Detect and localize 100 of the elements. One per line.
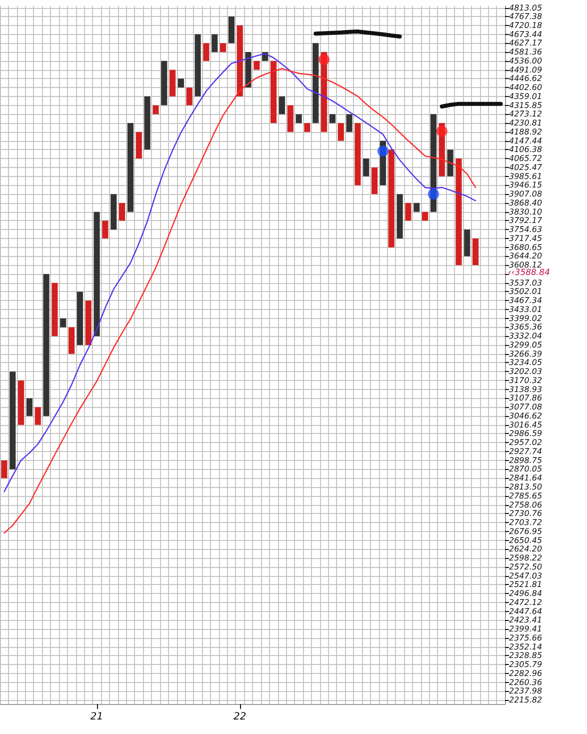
bar (110, 194, 117, 230)
y-tick-label: 3680.65 (509, 242, 542, 252)
y-tick-label: 3170.32 (509, 376, 542, 385)
y-tick-label: 3502.01 (509, 287, 542, 296)
y-tick-label: 2237.98 (509, 686, 542, 696)
x-tick-label: 22 (234, 712, 246, 722)
y-tick-label: 2650.45 (509, 536, 542, 545)
y-tick-label: 2215.82 (509, 696, 542, 705)
bar (136, 132, 142, 159)
y-tick-label: 2927.74 (509, 446, 542, 456)
y-tick-label: 4536.00 (509, 56, 542, 66)
x-tick-label: 21 (90, 712, 104, 722)
point (436, 126, 448, 137)
y-tick-label: 3868.40 (509, 198, 542, 208)
bar (52, 282, 58, 336)
y-tick-label: 2957.02 (509, 438, 542, 448)
y-tick-label: 3202.03 (509, 367, 542, 376)
y-tick-label: 2703.72 (509, 518, 542, 528)
y-tick-label: 2328.85 (509, 651, 542, 660)
bar (456, 158, 462, 266)
bar (270, 60, 277, 124)
y-tick-label: 4720.18 (509, 20, 542, 30)
y-tick-label: 2813.50 (509, 482, 542, 492)
y-tick-label: 3234.05 (509, 358, 542, 368)
bar (68, 327, 75, 354)
bar (18, 380, 24, 425)
y-tick-label: 3537.03 (509, 278, 542, 288)
y-tick-label: 2472.12 (509, 598, 542, 607)
y-tick-label: 3644.20 (509, 252, 542, 261)
bar (236, 25, 243, 96)
bar (178, 78, 184, 88)
y-tick-label: 2521.81 (509, 580, 542, 590)
point (428, 188, 439, 200)
bar (186, 88, 192, 106)
bar (127, 123, 134, 212)
bar (414, 202, 420, 212)
y-tick-label: 3830.10 (509, 207, 542, 216)
bar (43, 274, 50, 416)
bar (60, 318, 66, 328)
y-tick-label: 4230.81 (509, 118, 542, 128)
bar (396, 194, 403, 238)
y-tick-label: 2870.05 (509, 464, 542, 474)
bar (372, 167, 378, 194)
y-tick-label: 3433.01 (509, 304, 542, 314)
y-tick-label: 4315.85 (509, 100, 542, 110)
bar (296, 114, 302, 124)
y-tick-label: 3946.15 (509, 180, 542, 190)
bar (194, 34, 201, 96)
bar (119, 202, 126, 221)
bar (464, 230, 470, 256)
bar (102, 220, 108, 238)
point (377, 146, 388, 157)
y-tick-label: 3332.04 (509, 332, 542, 341)
bar (405, 202, 412, 221)
y-tick-label: 2375.66 (509, 633, 542, 642)
bar (363, 158, 370, 176)
y-tick-label: 2841.64 (509, 474, 542, 483)
bar (220, 43, 226, 52)
bar (1, 460, 8, 478)
text: ‹‹3588.84 (508, 268, 550, 278)
y-tick-label: 4188.92 (509, 127, 542, 136)
y-tick-label: 3077.08 (509, 402, 542, 412)
y-tick-label: 3985.61 (509, 172, 542, 181)
bar (254, 60, 260, 70)
y-tick-label: 2496.84 (509, 589, 542, 598)
y-tick-label: 4767.38 (509, 12, 542, 22)
y-tick-label: 2598.22 (509, 554, 542, 563)
bar (447, 150, 454, 176)
y-tick-label: 3754.63 (509, 225, 542, 234)
bar (76, 292, 83, 345)
y-tick-label: 3467.34 (509, 296, 542, 306)
bar (94, 212, 100, 336)
y-tick-label: 3365.36 (509, 322, 542, 332)
y-tick-label: 4446.62 (509, 74, 542, 84)
y-tick-label: 2758.06 (509, 500, 542, 510)
bar (212, 34, 218, 52)
y-tick-label: 4359.01 (509, 92, 542, 101)
y-tick-label: 3907.08 (509, 190, 542, 199)
y-tick-label: 3399.02 (509, 314, 542, 323)
y-tick-label: 2547.03 (509, 571, 542, 580)
bar (346, 114, 352, 132)
y-tick-label: 3608.12 (509, 260, 542, 270)
y-tick-label: 2399.41 (509, 624, 542, 634)
y-tick-label: 4491.09 (509, 65, 542, 74)
y-tick-label: 2282.96 (509, 668, 542, 678)
y-tick-label: 2730.76 (509, 509, 542, 518)
y-tick-label: 3016.45 (509, 420, 542, 430)
bar (329, 114, 336, 124)
bar (422, 212, 428, 221)
bar (161, 60, 168, 106)
bar (34, 407, 41, 425)
y-tick-label: 3046.62 (509, 411, 542, 420)
bar (388, 150, 394, 248)
y-tick-label: 4147.44 (509, 136, 542, 146)
y-tick-label: 2986.59 (509, 429, 542, 438)
bar (85, 300, 92, 345)
y-tick-label: 2572.50 (509, 562, 542, 572)
y-tick-label: 4673.44 (509, 30, 542, 39)
y-tick-label: 3107.86 (509, 394, 542, 403)
bar (338, 123, 344, 141)
